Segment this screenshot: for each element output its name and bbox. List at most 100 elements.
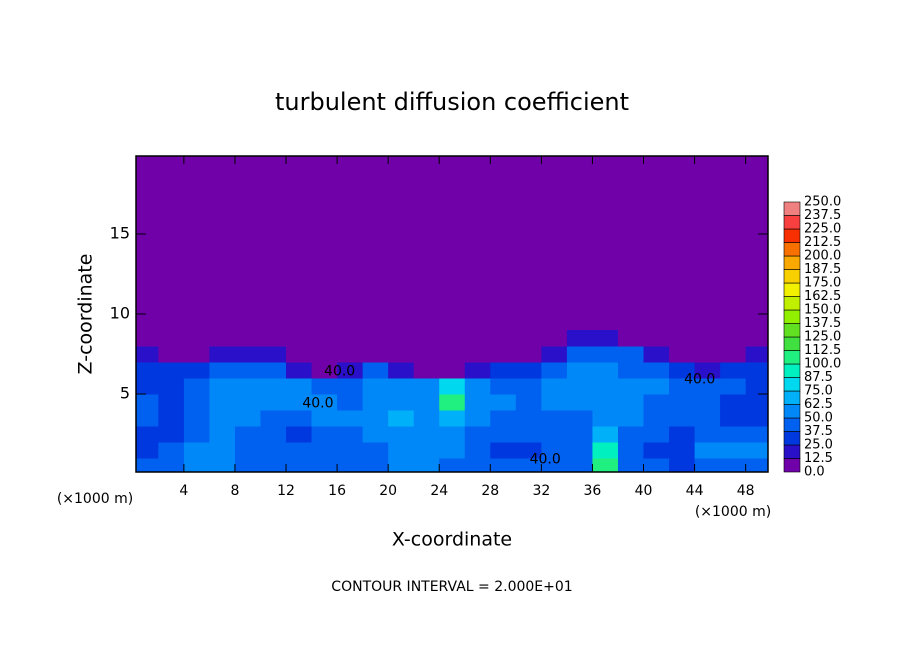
colorbar-swatch [783, 458, 801, 473]
heat-cell [388, 442, 415, 459]
heat-cell [311, 394, 338, 411]
heat-cell [136, 362, 159, 379]
x-unit-label: (×1000 m) [57, 491, 133, 507]
heat-cell [694, 362, 721, 379]
heat-cell [286, 362, 313, 379]
heat-cell [234, 394, 261, 411]
heat-cell [286, 458, 313, 472]
heat-cell [260, 330, 287, 347]
heat-cell [720, 426, 747, 443]
heat-cell [337, 458, 364, 472]
heat-cell [311, 410, 338, 427]
heat-cell [592, 426, 619, 443]
heat-cell [566, 394, 593, 411]
heat-cell [286, 330, 313, 347]
heat-cell [566, 362, 593, 379]
heat-cell [566, 426, 593, 443]
heat-cell [311, 442, 338, 459]
heat-cell [439, 362, 466, 379]
heat-cell [311, 378, 338, 395]
heat-cell [745, 362, 768, 379]
colorbar-label: 187.5 [804, 262, 841, 277]
heat-cell [388, 362, 415, 379]
heat-cell [464, 346, 491, 363]
heat-cell [643, 330, 670, 347]
contour-label: 40.0 [302, 396, 333, 412]
heat-cell [209, 458, 236, 472]
x-tick-label: 12 [277, 483, 295, 499]
heat-cell [541, 442, 568, 459]
heat-cell [183, 458, 210, 472]
heat-cell [413, 346, 440, 363]
heat-cell [490, 346, 517, 363]
colorbar-label: 25.0 [804, 438, 833, 453]
x-tick-label: 4 [179, 483, 188, 499]
colorbar-swatch [783, 228, 801, 243]
heat-cell [136, 330, 159, 347]
heat-cell [286, 410, 313, 427]
heat-cell [136, 346, 159, 363]
colorbar-label: 212.5 [804, 235, 841, 250]
heat-cell [541, 410, 568, 427]
heat-cell [566, 410, 593, 427]
heat-cell [260, 362, 287, 379]
heat-cell [286, 378, 313, 395]
colorbar-label: 137.5 [804, 316, 841, 331]
heat-cell [439, 410, 466, 427]
heat-cell [490, 410, 517, 427]
heat-cell [337, 330, 364, 347]
heat-cell [209, 362, 236, 379]
heat-cell [260, 442, 287, 459]
x-axis-label: X-coordinate [392, 529, 512, 551]
heat-cell [413, 394, 440, 411]
heat-cell [234, 458, 261, 472]
heat-cell [337, 394, 364, 411]
heat-cell [209, 410, 236, 427]
heat-cell [136, 410, 159, 427]
heat-cell [158, 362, 185, 379]
heat-cell [260, 394, 287, 411]
heat-cell [439, 458, 466, 472]
footnote: CONTOUR INTERVAL = 2.000E+01 [331, 579, 572, 595]
heat-cell [592, 458, 619, 472]
heat-cell [464, 410, 491, 427]
heat-cell [209, 378, 236, 395]
heat-cell [439, 378, 466, 395]
chart-title: turbulent diffusion coefficient [275, 88, 629, 116]
heat-cell [745, 330, 768, 347]
colorbar-label: 175.0 [804, 276, 841, 291]
colorbar-swatch [783, 201, 801, 216]
colorbar-swatch [783, 444, 801, 459]
heat-cell [617, 394, 645, 411]
heat-cell [286, 426, 313, 443]
heat-cell [311, 426, 338, 443]
heat-cell [439, 442, 466, 459]
colorbar-label: 12.5 [804, 451, 833, 466]
heat-cell [388, 410, 415, 427]
heat-cell [234, 362, 261, 379]
heat-cell [617, 362, 645, 379]
heat-cell [260, 346, 287, 363]
heat-cell [158, 426, 185, 443]
heat-cell [669, 410, 696, 427]
heat-cell [234, 426, 261, 443]
heat-cell [669, 378, 696, 395]
overlay: 40.040.040.040.04 8 12 16 20 24 28 32 36 40 44 4851… [110, 155, 841, 499]
heat-cell [745, 442, 768, 459]
heat-cell [388, 330, 415, 347]
heat-cell [566, 442, 593, 459]
heat-cell [337, 410, 364, 427]
heat-cell [694, 378, 721, 395]
colorbar-swatch [783, 404, 801, 419]
heat-cell [413, 458, 440, 472]
heat-cell [720, 394, 747, 411]
heat-cell [643, 346, 670, 363]
heat-cell [158, 330, 185, 347]
contour-label: 40.0 [530, 452, 561, 468]
x-tick-label: 48 [737, 483, 755, 499]
heat-cell [566, 458, 593, 472]
x-tick-label: 28 [481, 483, 499, 499]
heat-cell [694, 346, 721, 363]
heat-cell [745, 426, 768, 443]
